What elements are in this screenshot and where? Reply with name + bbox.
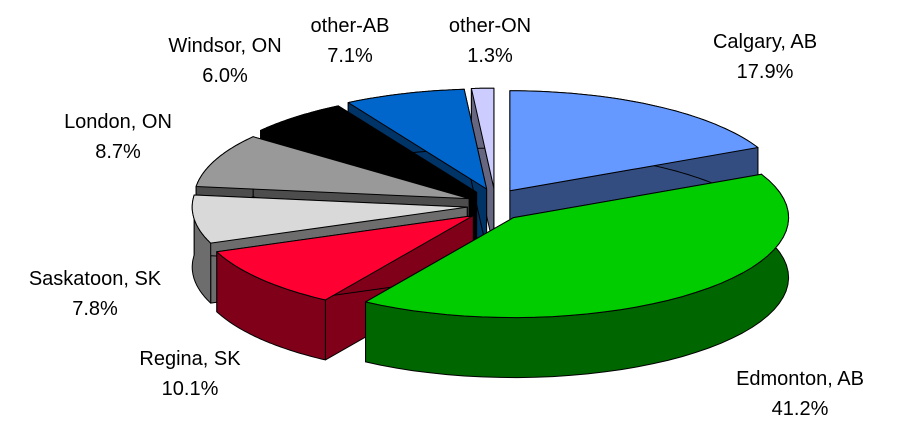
value-label: 17.9%: [737, 61, 794, 83]
category-label: Calgary, AB: [713, 31, 817, 53]
value-label: 8.7%: [95, 141, 141, 163]
category-label: Regina, SK: [139, 348, 241, 370]
value-label: 7.1%: [327, 45, 373, 67]
slice-label: London, ON 8.7%: [64, 111, 172, 163]
slice-label: other-AB 7.1%: [311, 15, 390, 67]
category-label: other-AB: [311, 15, 390, 37]
category-label: Windsor, ON: [168, 35, 281, 57]
value-label: 7.8%: [72, 298, 118, 320]
slice-label: Calgary, AB 17.9%: [713, 31, 817, 83]
slice-label: Edmonton, AB 41.2%: [736, 368, 864, 420]
value-label: 41.2%: [772, 398, 829, 420]
slice-label: Saskatoon, SK 7.8%: [29, 268, 162, 320]
slice-label: other-ON 1.3%: [449, 15, 531, 67]
slice: [195, 136, 470, 200]
value-label: 6.0%: [202, 65, 248, 87]
value-label: 1.3%: [467, 45, 513, 67]
slice: [191, 194, 468, 244]
slice-group: [470, 87, 495, 249]
category-label: Saskatoon, SK: [29, 268, 162, 290]
slice: [216, 215, 474, 301]
slice: [509, 90, 759, 192]
category-label: London, ON: [64, 111, 172, 133]
slice-label: Windsor, ON 6.0%: [168, 35, 281, 87]
category-label: other-ON: [449, 15, 531, 37]
slice: [365, 173, 790, 319]
slice: [260, 105, 478, 193]
slice: [470, 87, 495, 189]
slice-group: [365, 173, 790, 379]
slice-label: Regina, SK 10.1%: [139, 348, 241, 400]
category-label: Edmonton, AB: [736, 368, 864, 390]
value-label: 10.1%: [162, 378, 219, 400]
slice: [347, 88, 488, 190]
